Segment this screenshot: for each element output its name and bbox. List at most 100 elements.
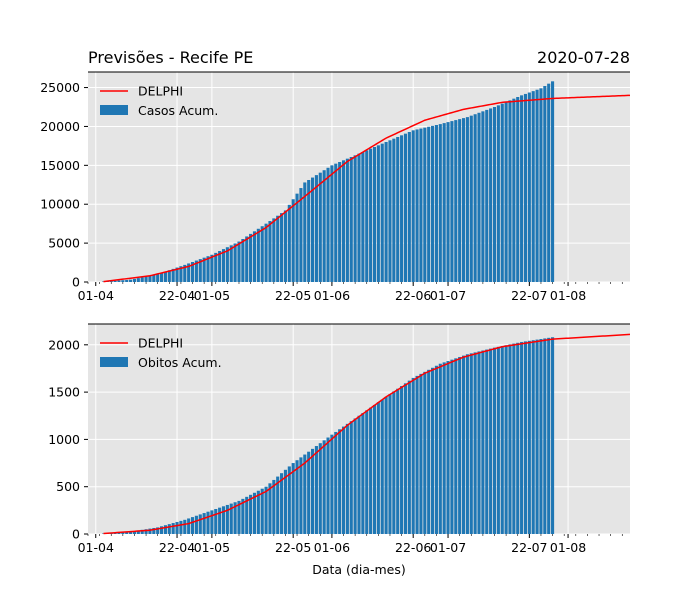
bar xyxy=(454,120,457,282)
bar xyxy=(516,343,519,534)
bar xyxy=(299,188,302,282)
bar xyxy=(388,140,391,282)
bar xyxy=(450,121,453,282)
bar xyxy=(392,391,395,534)
bar xyxy=(450,360,453,534)
bar xyxy=(416,376,419,534)
legend-label-line: DELPHI xyxy=(138,336,183,351)
bar xyxy=(431,368,434,534)
bar xyxy=(350,157,353,282)
bar xyxy=(330,435,333,534)
bar xyxy=(284,210,287,282)
bar xyxy=(354,155,357,282)
bar xyxy=(446,122,449,282)
bar xyxy=(357,416,360,534)
bar xyxy=(234,243,237,282)
bar xyxy=(536,90,539,282)
bar xyxy=(423,372,426,534)
bar xyxy=(137,278,140,282)
bar xyxy=(315,446,318,534)
bar xyxy=(412,378,415,534)
x-tick-label: 01-05 xyxy=(194,288,230,303)
legend-bar-swatch xyxy=(100,105,128,115)
bar xyxy=(168,524,171,534)
bar xyxy=(288,466,291,534)
bar xyxy=(206,256,209,282)
bar xyxy=(210,255,213,282)
x-tick-label: 22-05 xyxy=(275,540,311,555)
bar xyxy=(427,127,430,282)
bar xyxy=(462,356,465,534)
bar xyxy=(435,125,438,282)
bar xyxy=(501,104,504,282)
bar xyxy=(172,523,175,534)
bar xyxy=(272,218,275,282)
bar xyxy=(249,495,252,534)
bar xyxy=(373,147,376,282)
bar xyxy=(226,247,229,282)
bar xyxy=(253,231,256,282)
bar xyxy=(148,276,151,282)
bar xyxy=(319,443,322,534)
bar xyxy=(443,362,446,534)
bar xyxy=(311,178,314,282)
bar xyxy=(319,173,322,282)
bar xyxy=(218,251,221,282)
bar xyxy=(408,132,411,282)
bar xyxy=(377,402,380,534)
bar xyxy=(543,86,546,282)
bar xyxy=(206,512,209,534)
x-tick-label: 22-05 xyxy=(275,288,311,303)
bar xyxy=(439,124,442,282)
bar xyxy=(392,139,395,282)
bar xyxy=(342,160,345,282)
bar xyxy=(145,277,148,282)
bar xyxy=(539,339,542,534)
bar xyxy=(326,438,329,534)
bar xyxy=(183,520,186,534)
legend-label-bar: Casos Acum. xyxy=(138,103,218,118)
bar xyxy=(160,273,163,282)
bar xyxy=(249,234,252,282)
bar xyxy=(195,516,198,534)
bar xyxy=(466,354,469,534)
bar xyxy=(408,381,411,534)
y-tick-label: 15000 xyxy=(40,158,80,173)
bar xyxy=(528,341,531,534)
x-tick-label: 01-04 xyxy=(78,540,114,555)
legend-label-line: DELPHI xyxy=(138,84,183,99)
y-tick-label: 20000 xyxy=(40,119,80,134)
bar xyxy=(156,274,159,282)
bar xyxy=(307,452,310,534)
x-tick-label: 01-07 xyxy=(430,540,466,555)
bar xyxy=(342,427,345,534)
bar xyxy=(265,487,268,534)
bar xyxy=(361,413,364,534)
bar xyxy=(481,111,484,282)
bar xyxy=(237,242,240,282)
bar xyxy=(117,280,120,282)
bar xyxy=(454,358,457,534)
bar xyxy=(388,394,391,534)
bar xyxy=(524,341,527,534)
bar xyxy=(203,513,206,534)
bar xyxy=(350,421,353,534)
bar xyxy=(520,95,523,282)
bar xyxy=(222,506,225,534)
bar xyxy=(261,489,264,534)
bar xyxy=(296,194,299,282)
bar xyxy=(365,150,368,282)
bar xyxy=(369,149,372,282)
y-tick-label: 5000 xyxy=(48,236,80,251)
bar xyxy=(129,280,132,282)
bar xyxy=(373,405,376,534)
bar xyxy=(458,119,461,282)
bar xyxy=(508,100,511,282)
bar xyxy=(334,164,337,282)
bar xyxy=(214,253,217,282)
bar xyxy=(543,338,546,534)
bar xyxy=(261,226,264,282)
x-tick-label: 01-05 xyxy=(194,540,230,555)
